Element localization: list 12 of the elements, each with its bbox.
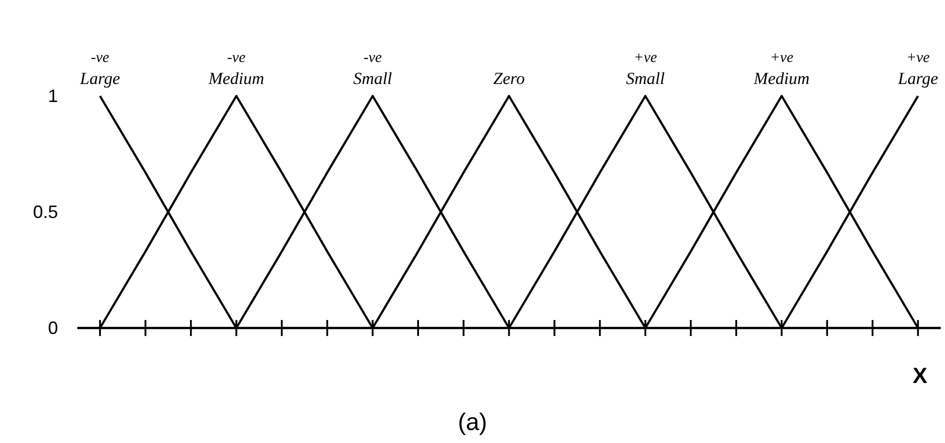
x-axis-title: X <box>912 363 928 388</box>
series-label: -ve Medium <box>207 50 264 88</box>
series-label: Zero <box>493 69 525 88</box>
y-tick-label: 0 <box>48 318 58 338</box>
y-tick-label: 0.5 <box>32 202 58 222</box>
text: (a) <box>458 409 488 436</box>
series-label: +ve Large <box>897 50 938 88</box>
series-label: +ve Small <box>626 50 665 88</box>
series-label: -ve Small <box>353 50 392 88</box>
series-label: -ve Large <box>79 50 120 88</box>
series-label: +ve Medium <box>752 50 810 88</box>
y-tick-label: 1 <box>48 86 58 106</box>
